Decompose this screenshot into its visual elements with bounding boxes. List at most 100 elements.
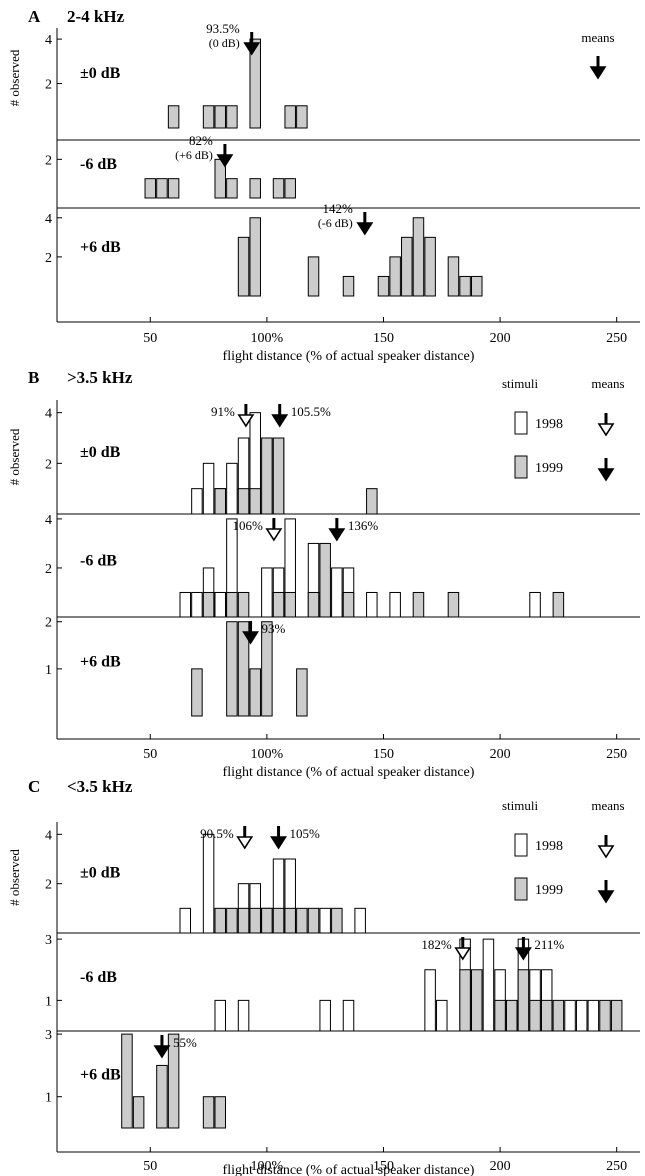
condition-label: -6 dB [80, 553, 117, 570]
mean-label: 55% [173, 1035, 197, 1050]
y-tick-label: 2 [45, 616, 52, 631]
bar-1998 [226, 462, 238, 515]
mean-sublabel: (0 dB) [209, 36, 240, 50]
mean-label: 105% [290, 826, 321, 841]
x-tick-label: 250 [606, 331, 627, 346]
y-tick-label: 2 [45, 562, 52, 577]
condition-label: -6 dB [80, 969, 117, 986]
mean-label: 106% [233, 518, 264, 533]
bar-1999 [599, 999, 611, 1032]
legend-1999-label: 1999 [535, 461, 563, 476]
mean-arrow-1999 [356, 212, 374, 236]
bar-1999 [552, 999, 565, 1032]
mean-label: 90.5% [200, 826, 234, 841]
bar-1999 [389, 256, 401, 297]
bar-1999 [272, 178, 285, 199]
x-tick-label: 100% [251, 1159, 284, 1174]
legend-1998-label: 1998 [535, 417, 563, 432]
bar-1999 [202, 1096, 215, 1129]
bar-1999 [459, 275, 471, 297]
bar-1999 [307, 591, 320, 618]
bar-1998 [331, 567, 343, 618]
bar-1999 [331, 907, 343, 934]
bar-1998 [214, 999, 226, 1032]
legend-stimuli-label: stimuli [502, 376, 539, 391]
y-axis-label: # observed [7, 849, 22, 906]
mean-arrow-1999 [243, 32, 261, 56]
condition-label: +6 dB [80, 654, 121, 671]
bar-1998 [261, 567, 273, 618]
bar-1998 [179, 591, 192, 618]
bar-1999 [447, 591, 460, 618]
legend-swatch-1998 [514, 833, 528, 857]
bar-1999 [319, 542, 331, 618]
bar-1999 [552, 591, 565, 618]
bar-1999 [167, 1033, 180, 1129]
x-tick-label: 200 [490, 1159, 511, 1174]
legend-arrow-1998 [597, 835, 615, 859]
x-tick-label: 150 [373, 331, 394, 346]
mean-arrow-1999 [328, 518, 346, 542]
panel-letter: A [28, 7, 41, 26]
mean-label: 182% [421, 937, 452, 952]
mean-arrow-1998 [265, 518, 283, 542]
bar-1999 [249, 178, 261, 199]
bar-1999 [237, 907, 250, 934]
bar-1999 [307, 907, 320, 934]
bar-1998 [342, 999, 355, 1032]
mean-arrow-1999 [153, 1035, 171, 1059]
bar-1999 [471, 969, 483, 1032]
bar-1999 [284, 591, 296, 618]
bar-1999 [424, 236, 436, 297]
legend-means-label: means [581, 30, 614, 45]
subplot-c-2: 1 3 +6 dB 55% [45, 1028, 640, 1129]
y-tick-label: 1 [45, 1091, 52, 1106]
bar-1999 [214, 488, 226, 515]
condition-label: +6 dB [80, 1067, 121, 1084]
bar-1999 [261, 621, 273, 717]
subplot-b-0: 2 4 ±0 dB 91% 105.5% [45, 404, 378, 515]
mean-label: 211% [534, 937, 564, 952]
bar-1999 [366, 488, 378, 515]
y-tick-label: 4 [45, 828, 52, 843]
y-tick-label: 2 [45, 251, 52, 266]
legend-stimuli-means: stimuli means 1998 1999 [502, 798, 625, 904]
bar-1999 [296, 907, 308, 934]
bar-1999 [167, 178, 180, 199]
bar-1998 [319, 999, 331, 1032]
bar-1999 [272, 907, 285, 934]
bar-1999 [307, 256, 320, 297]
mean-label: 136% [348, 518, 379, 533]
legend-arrow-1999 [597, 880, 615, 904]
bar-1998 [575, 999, 588, 1032]
legend-arrow-1998 [597, 413, 615, 437]
bar-1999 [249, 217, 261, 297]
bar-1998 [366, 591, 378, 618]
bar-1999 [237, 591, 250, 618]
bar-1999 [249, 907, 261, 934]
bar-1999 [226, 907, 238, 934]
bar-1999 [412, 591, 425, 618]
bar-1999 [156, 178, 168, 199]
y-tick-label: 2 [45, 153, 52, 168]
bar-1999 [144, 178, 157, 199]
panel-c: C <3.5 kHz 50 100% 150 200 250 flight distance … [7, 777, 640, 1176]
mean-sublabel: (+6 dB) [175, 148, 213, 162]
bar-1999 [517, 969, 530, 1032]
panel-letter: C [28, 777, 40, 796]
condition-label: ±0 dB [80, 865, 121, 882]
x-axis-label: flight distance (% of actual speaker dis… [223, 1163, 475, 1176]
bar-1999 [226, 105, 238, 129]
bar-1999 [447, 256, 460, 297]
y-tick-label: 1 [45, 994, 52, 1009]
mean-label: 93% [262, 621, 286, 636]
subplot-c-1: 1 3 -6 dB 182% 211% [45, 932, 640, 1032]
x-tick-label: 150 [373, 747, 394, 762]
x-tick-label: 200 [490, 747, 511, 762]
panel-title: 2-4 kHz [67, 7, 125, 26]
bar-1999 [342, 275, 355, 297]
bar-1999 [121, 1033, 133, 1129]
mean-arrow-1999 [271, 404, 289, 428]
bar-1998 [482, 938, 495, 1032]
